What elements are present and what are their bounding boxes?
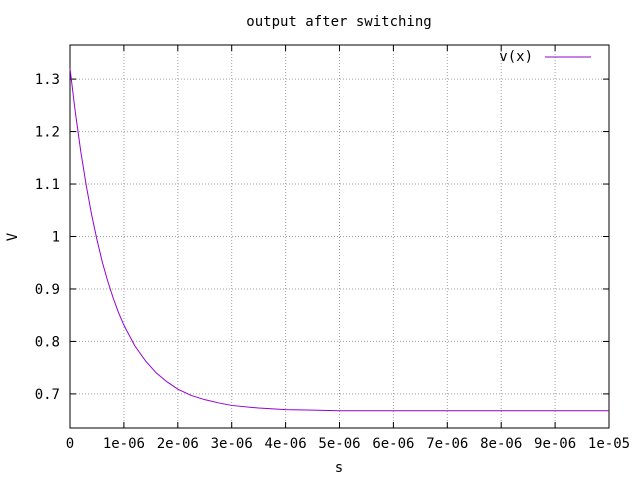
y-tick-label: 0.7 <box>35 387 60 403</box>
x-tick-label: 4e-06 <box>265 436 307 452</box>
x-axis-label: s <box>335 460 343 476</box>
x-tick-label: 9e-06 <box>534 436 576 452</box>
legend-label: v(x) <box>499 49 533 65</box>
axis-ticks: 0 1e-06 2e-06 3e-06 4e-06 5e-06 6e-06 7e-06 8e-0… <box>35 45 630 452</box>
x-tick-label: 5e-06 <box>318 436 360 452</box>
x-tick-label: 1e-06 <box>103 436 145 452</box>
series-layer <box>69 68 609 412</box>
x-tick-label: 8e-06 <box>480 436 522 452</box>
y-axis-label: V <box>5 232 21 241</box>
x-tick-label: 6e-06 <box>372 436 414 452</box>
chart-title: output after switching <box>246 14 431 30</box>
grid <box>70 45 609 428</box>
y-tick-label: 0.9 <box>35 282 60 298</box>
x-tick-label: 3e-06 <box>211 436 253 452</box>
x-tick-label: 0 <box>66 436 74 452</box>
series-line-v-x <box>69 68 609 412</box>
x-tick-label: 1e-05 <box>588 436 630 452</box>
y-tick-label: 0.8 <box>35 334 60 350</box>
x-tick-label: 7e-06 <box>426 436 468 452</box>
x-tick-label: 2e-06 <box>157 436 199 452</box>
y-tick-label: 1.2 <box>35 125 60 141</box>
y-tick-label: 1 <box>52 230 60 246</box>
y-tick-label: 1.3 <box>35 72 60 88</box>
y-tick-label: 1.1 <box>35 177 60 193</box>
legend: v(x) <box>499 49 591 65</box>
